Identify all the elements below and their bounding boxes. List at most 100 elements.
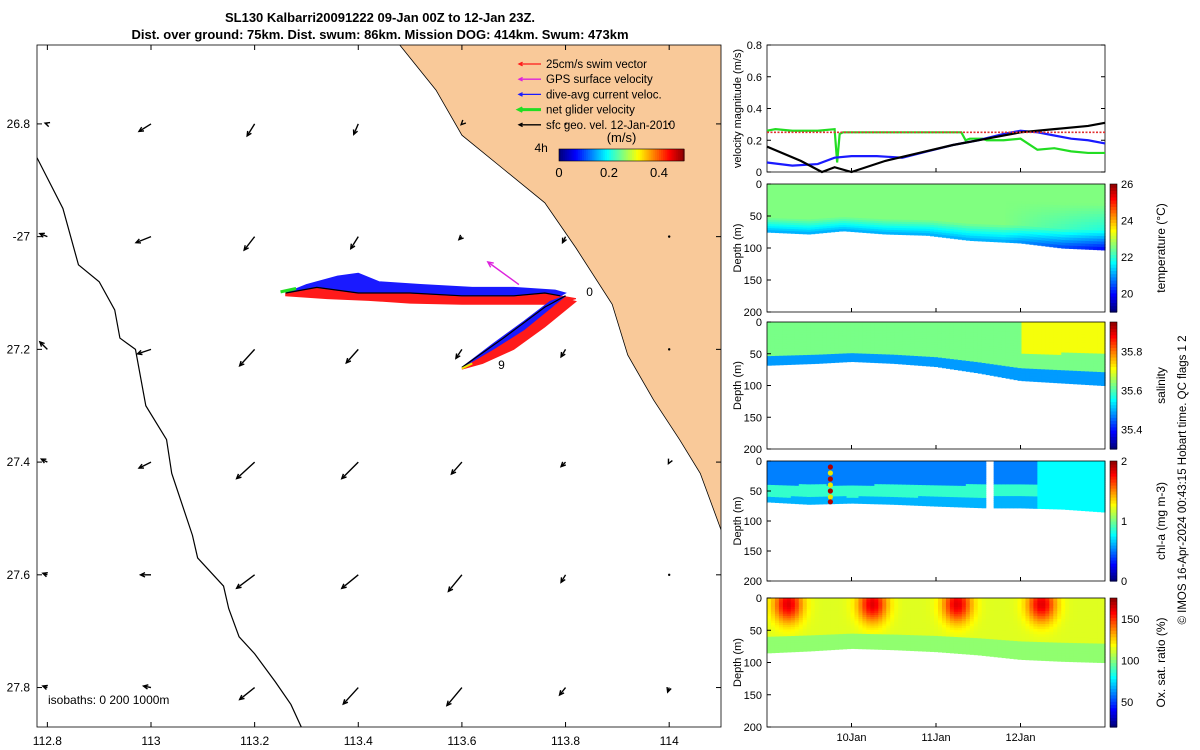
section-cell xyxy=(826,359,832,362)
section-cell xyxy=(858,466,864,469)
section-cell xyxy=(858,350,864,353)
section-cell xyxy=(798,225,804,228)
section-cell xyxy=(1013,215,1019,219)
section-cell xyxy=(862,190,868,193)
section-cell xyxy=(834,483,840,487)
velocity-y-tick-label: 0.6 xyxy=(747,72,762,84)
section-cell xyxy=(1037,334,1042,338)
section-cell xyxy=(914,222,919,225)
section-cell xyxy=(1033,326,1038,331)
section-cell xyxy=(802,198,808,202)
section-cell xyxy=(798,334,804,337)
section-cell xyxy=(906,332,911,335)
section-cell xyxy=(850,359,856,363)
section-cell xyxy=(802,219,808,222)
section-cell xyxy=(1041,336,1046,341)
colorbar-swatch xyxy=(656,149,660,161)
section-cell xyxy=(886,349,891,352)
section-cell xyxy=(770,218,776,221)
section-cell xyxy=(1085,379,1090,383)
section-cell xyxy=(1025,344,1031,348)
section-cell xyxy=(806,223,812,227)
section-cell xyxy=(814,328,820,332)
section-cell xyxy=(838,341,844,345)
section-cell xyxy=(806,337,812,340)
section-cell xyxy=(1033,324,1038,328)
section-cell xyxy=(1009,371,1015,375)
section-cell xyxy=(949,224,955,228)
section-cell xyxy=(806,354,812,358)
section-cell xyxy=(1081,246,1086,250)
section-cell xyxy=(854,476,860,480)
section-cell xyxy=(810,344,816,347)
section-cell xyxy=(767,336,772,339)
section-cell xyxy=(1101,236,1106,240)
section-cell xyxy=(802,482,808,485)
section-cell xyxy=(774,350,780,353)
section-cell xyxy=(794,343,800,346)
section-cell xyxy=(973,366,979,369)
section-cell xyxy=(1065,186,1070,190)
section-cell xyxy=(882,342,887,345)
section-cell xyxy=(1045,222,1050,227)
section-cell xyxy=(806,462,812,466)
section-cell xyxy=(906,336,911,339)
section-cell xyxy=(981,233,987,237)
section-cell xyxy=(1081,235,1086,239)
section-cell xyxy=(1049,379,1054,383)
section-cell xyxy=(910,224,915,227)
section-cell xyxy=(806,486,812,489)
section-cell xyxy=(866,347,871,350)
section-cell xyxy=(810,323,816,327)
section-cell xyxy=(794,476,800,480)
section-cell xyxy=(926,351,931,354)
temperature-colorbar-tick-label: 26 xyxy=(1121,179,1133,191)
section-cell xyxy=(993,188,999,192)
section-cell xyxy=(1069,224,1074,228)
section-cell xyxy=(1081,216,1086,220)
section-cell xyxy=(1069,186,1074,190)
section-cell xyxy=(906,337,911,341)
section-cell xyxy=(1017,184,1023,188)
velocity-y-tick-label: 0.4 xyxy=(747,104,762,116)
section-cell xyxy=(810,495,816,498)
section-cell xyxy=(981,198,987,202)
section-cell xyxy=(822,228,828,232)
section-cell xyxy=(830,322,836,325)
section-cell xyxy=(854,462,860,466)
section-cell xyxy=(778,202,784,205)
section-cell xyxy=(1017,228,1023,232)
section-cell xyxy=(989,330,995,334)
section-cell xyxy=(858,501,864,504)
section-cell xyxy=(1097,366,1102,370)
section-cell xyxy=(1025,351,1031,355)
section-cell xyxy=(941,356,947,359)
section-cell xyxy=(977,336,983,340)
section-cell xyxy=(1093,371,1098,376)
section-cell xyxy=(1033,184,1038,188)
section-cell xyxy=(774,348,780,352)
section-cell xyxy=(882,208,887,212)
section-cell xyxy=(941,342,947,346)
section-cell xyxy=(1037,329,1042,333)
section-cell xyxy=(834,205,840,209)
section-cell xyxy=(842,201,848,205)
colorbar-swatch xyxy=(665,149,668,161)
section-cell xyxy=(770,230,776,233)
section-cell xyxy=(846,195,852,199)
section-cell xyxy=(969,191,975,195)
section-cell xyxy=(1085,324,1090,328)
section-cell xyxy=(981,236,987,240)
section-cell xyxy=(830,499,836,503)
section-cell xyxy=(894,225,899,229)
section-cell xyxy=(866,353,871,357)
section-cell xyxy=(794,499,800,503)
colorbar-swatch xyxy=(1110,254,1117,259)
section-cell xyxy=(1025,221,1031,225)
section-cell xyxy=(918,209,923,213)
section-cell xyxy=(961,204,967,208)
section-cell xyxy=(1033,199,1038,203)
section-cell xyxy=(778,345,784,348)
section-cell xyxy=(870,198,875,201)
colorbar-swatch xyxy=(565,149,568,161)
